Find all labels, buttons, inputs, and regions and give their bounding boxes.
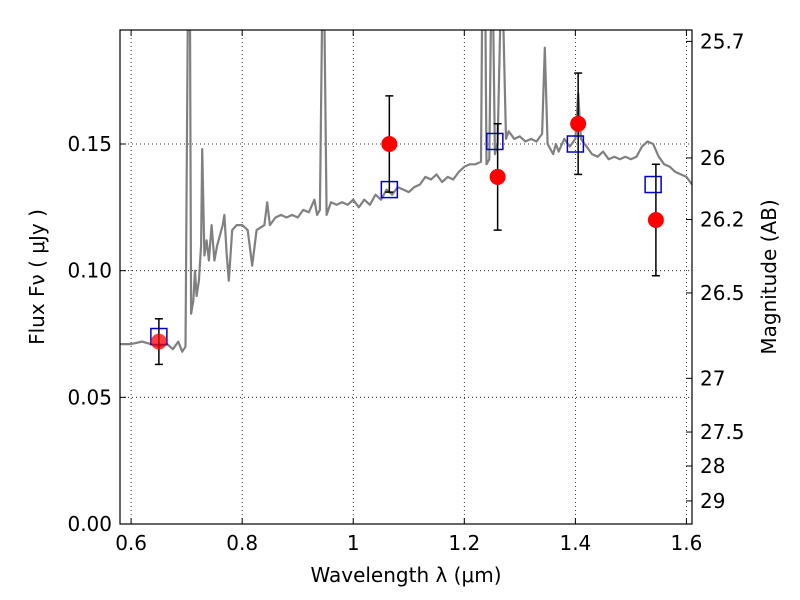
model-photometry-point xyxy=(486,132,504,151)
observed-photometry-point xyxy=(489,168,506,185)
y-tick-label: 0.15 xyxy=(67,132,112,156)
model-photometry-point xyxy=(566,135,585,153)
x-axis-label: Wavelength λ (μm) xyxy=(310,563,501,587)
right-tick-label: 26.2 xyxy=(700,207,745,231)
x-tick-label: 1 xyxy=(347,531,360,555)
observed-photometry-point xyxy=(150,333,167,350)
model-photometry-point xyxy=(644,175,662,194)
right-axis-label: Magnitude (AB) xyxy=(757,199,781,354)
right-tick-label: 27.5 xyxy=(700,420,745,444)
right-tick-label: 27 xyxy=(700,366,725,390)
x-tick-label: 1.4 xyxy=(559,531,591,555)
right-tick-label: 26 xyxy=(700,146,725,170)
right-tick-label: 28 xyxy=(700,454,725,478)
y-tick-label: 0.00 xyxy=(67,512,112,536)
y-axis-label: Flux Fν ( μJy ) xyxy=(25,209,49,345)
observed-photometry-layer xyxy=(150,115,664,350)
y-tick-label: 0.10 xyxy=(67,259,112,283)
plot-background xyxy=(120,30,692,524)
x-tick-label: 1.6 xyxy=(671,531,703,555)
observed-photometry-point xyxy=(570,115,587,132)
plot-frame xyxy=(119,29,693,525)
x-tick-label: 1.2 xyxy=(448,531,480,555)
ticks-layer: 0.6 0.8 1 1.2 1.4 1.6 0.00 0.05 0.10 0.15 25.7 26 26… xyxy=(67,29,744,555)
right-tick-label: 25.7 xyxy=(700,29,745,53)
observed-photometry-point xyxy=(381,136,398,152)
x-tick-label: 0.8 xyxy=(226,531,258,555)
right-tick-label: 26.5 xyxy=(700,281,745,305)
x-tick-label: 0.6 xyxy=(115,531,147,555)
right-tick-label: 29 xyxy=(700,489,725,513)
y-tick-label: 0.05 xyxy=(67,385,112,409)
observed-photometry-point xyxy=(647,212,664,228)
